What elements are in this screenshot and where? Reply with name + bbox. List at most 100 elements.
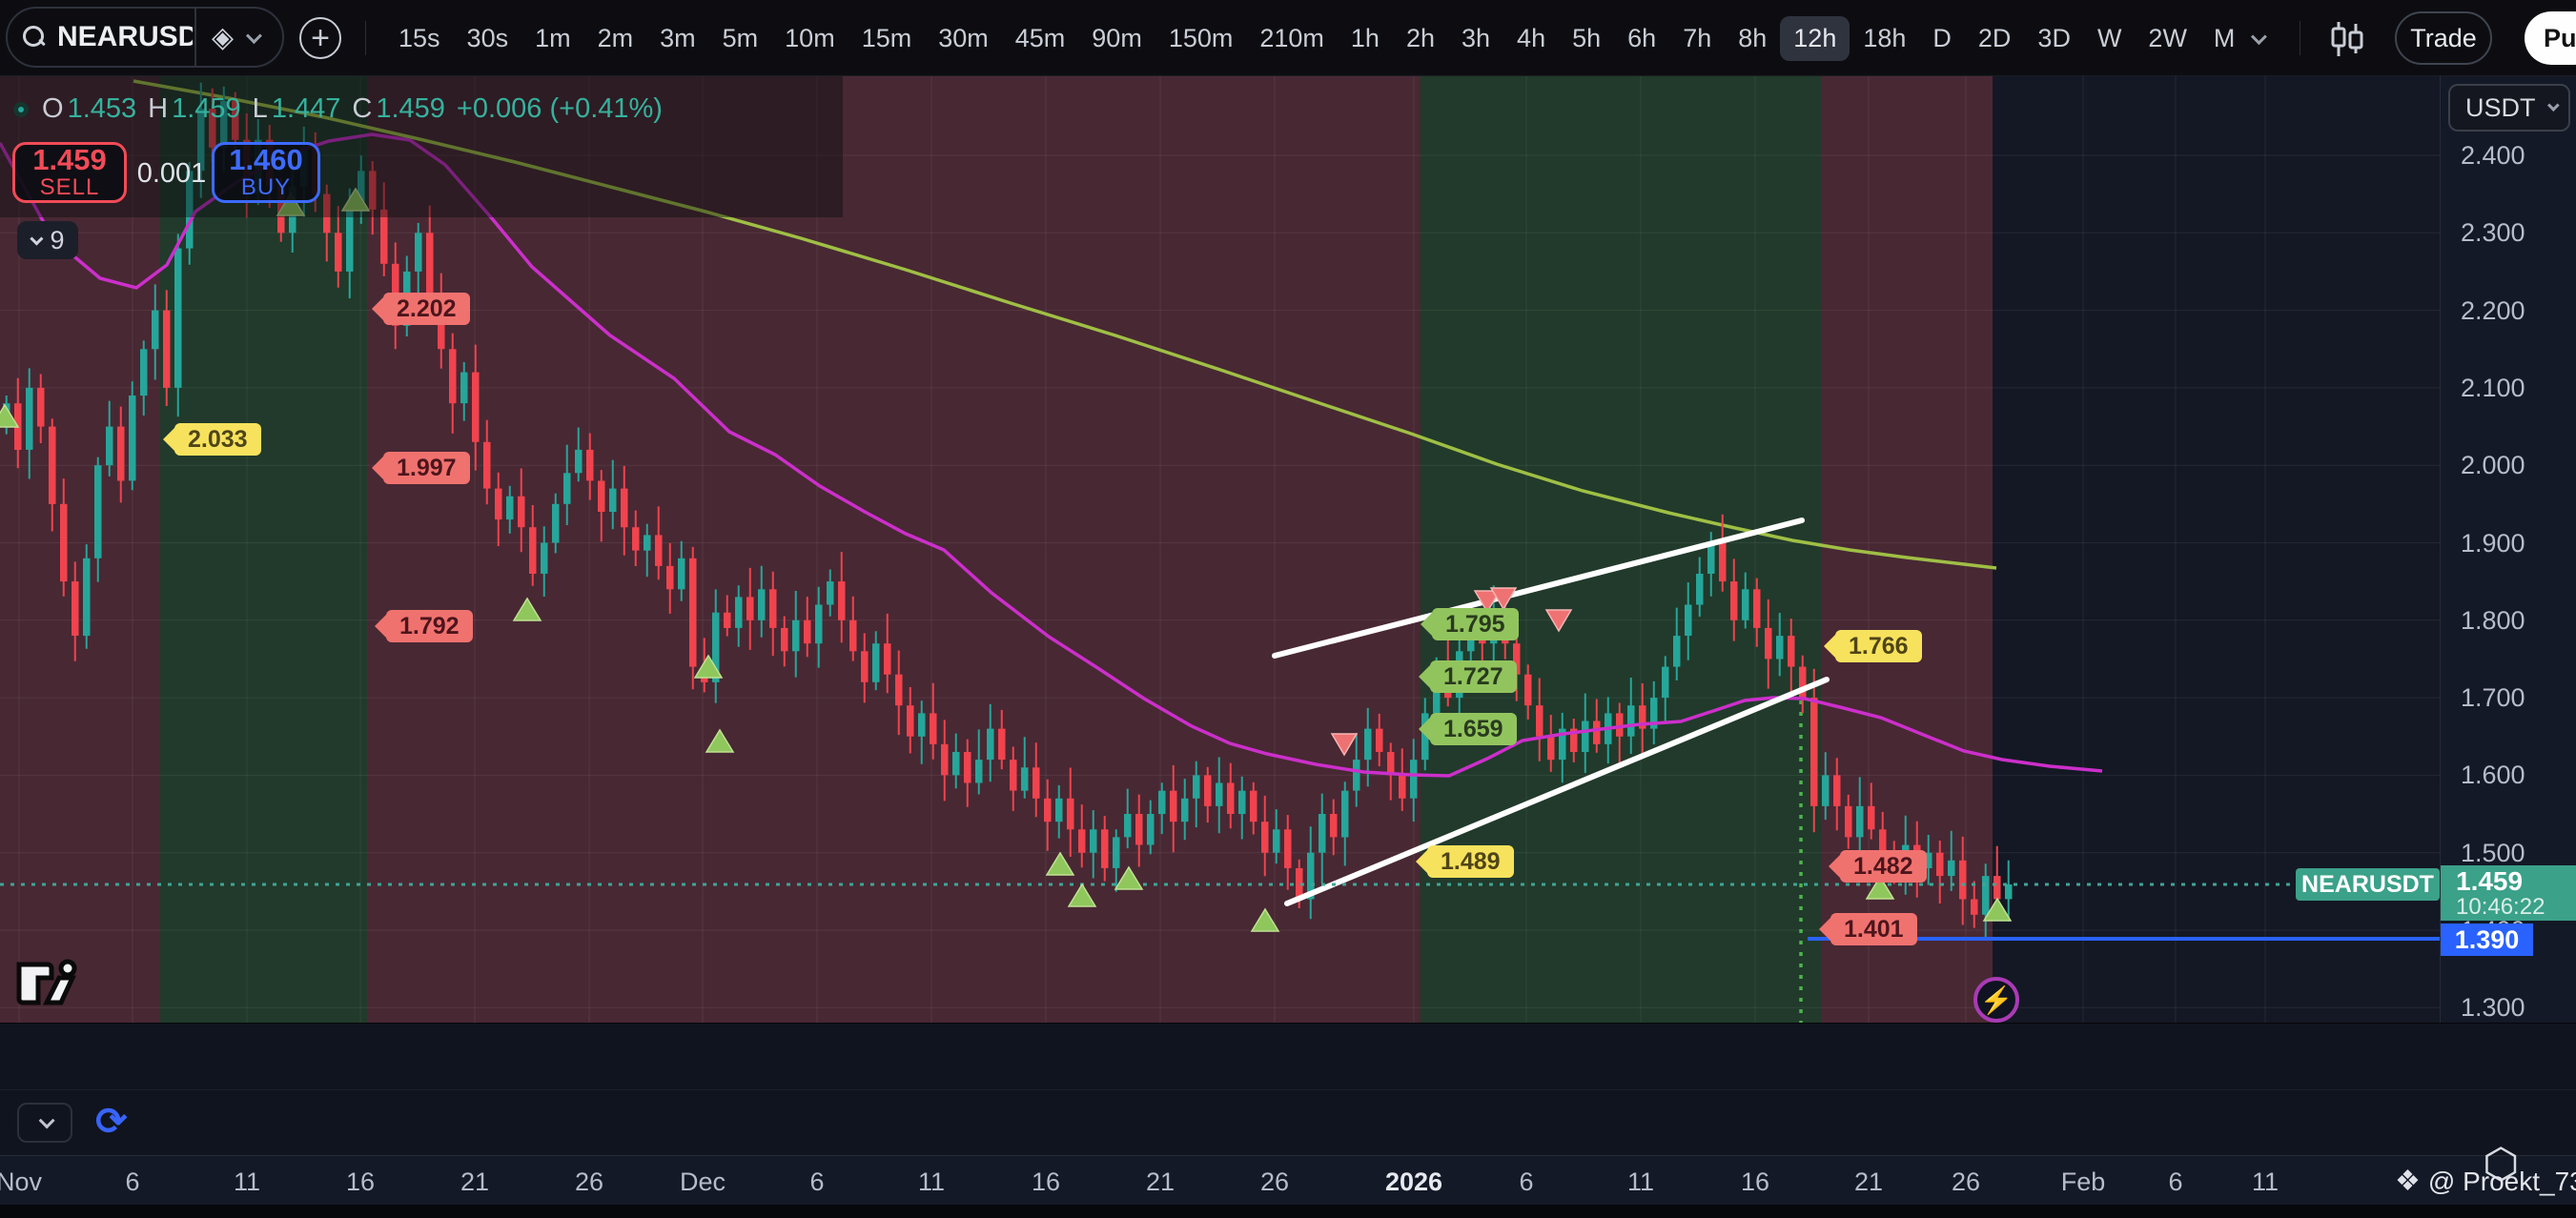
signal-price-tag: 1.482 (1829, 850, 1927, 883)
close-label: C (352, 93, 373, 124)
currency-toggle-button[interactable]: USDT (2448, 84, 2570, 132)
timeframe-15m[interactable]: 15m (861, 23, 912, 52)
sell-price: 1.459 (32, 143, 107, 177)
signal-price-tag: 1.766 (1824, 630, 1922, 662)
timeframe-2W[interactable]: 2W (2148, 23, 2187, 52)
divider (194, 8, 196, 67)
low-value: 1.447 (271, 93, 341, 124)
time-tick: 6 (1519, 1167, 1534, 1196)
signal-price-tag: 1.401 (1819, 913, 1917, 945)
tradingview-logo[interactable] (15, 959, 88, 1006)
buy-button[interactable]: 1.460 BUY (212, 142, 320, 203)
timeframe-30m[interactable]: 30m (938, 23, 989, 52)
timeframe-6h[interactable]: 6h (1627, 23, 1657, 52)
signal-price-tag: 1.489 (1416, 845, 1514, 878)
last-price: 1.459 (2456, 865, 2524, 896)
search-icon (23, 26, 46, 49)
indicator-count: 9 (50, 225, 65, 254)
time-tick: Feb (2060, 1167, 2106, 1196)
sell-button[interactable]: 1.459 SELL (12, 142, 127, 203)
timeframe-12h[interactable]: 12h (1780, 15, 1850, 61)
timeframe-2m[interactable]: 2m (597, 23, 634, 52)
author-handle: @ Proekt_73 (2427, 1166, 2576, 1196)
time-tick: 2026 (1384, 1167, 1443, 1196)
timeframe-4h[interactable]: 4h (1517, 23, 1546, 52)
timeframe-W[interactable]: W (2096, 23, 2122, 52)
time-tick: 11 (1626, 1167, 1655, 1196)
timeframe-2h[interactable]: 2h (1405, 23, 1435, 52)
series-status-dot[interactable] (13, 101, 29, 117)
open-label: O (42, 93, 64, 124)
price-tick: 1.500 (2461, 839, 2525, 867)
signal-price-tag: 2.033 (163, 423, 261, 456)
add-symbol-button[interactable]: + (299, 17, 341, 59)
price-tick: 1.300 (2461, 993, 2525, 1022)
symbol-search-button[interactable]: NEARUSDT ◈ (6, 7, 284, 68)
change-value: +0.006 (+0.41%) (456, 93, 663, 124)
trade-button[interactable]: Trade (2395, 11, 2492, 65)
time-tick: 11 (2251, 1167, 2280, 1196)
chevron-down-icon[interactable] (246, 28, 262, 45)
candlestick-chart[interactable] (0, 76, 2440, 1023)
timeframe-150m[interactable]: 150m (1168, 23, 1234, 52)
symbol-name: NEARUSDT (57, 21, 193, 52)
price-tick: 1.600 (2461, 761, 2525, 789)
time-tick: 11 (917, 1167, 946, 1196)
legend-overlay (0, 76, 843, 217)
timeframe-5h[interactable]: 5h (1572, 23, 1602, 52)
timeframe-1h[interactable]: 1h (1350, 23, 1380, 52)
timeframe-90m[interactable]: 90m (1092, 23, 1142, 52)
timeframe-30s[interactable]: 30s (466, 23, 509, 52)
low-label: L (252, 93, 268, 124)
toolbar-separator (365, 21, 366, 55)
timeframe-D[interactable]: D (1932, 23, 1952, 52)
timeframe-1m[interactable]: 1m (535, 23, 571, 52)
instant-trading-button[interactable]: ⚡ (1973, 977, 2019, 1023)
exchange-gem-icon[interactable]: ◈ (212, 21, 235, 53)
bar-countdown: 10:46:22 (2456, 894, 2545, 921)
timeframe-3D[interactable]: 3D (2037, 23, 2071, 52)
timeframe-7h[interactable]: 7h (1683, 23, 1712, 52)
time-tick: 26 (574, 1167, 604, 1196)
auto-refresh-icon[interactable]: ⟳ (95, 1101, 128, 1143)
price-tick: 2.400 (2461, 141, 2525, 170)
buy-label: BUY (240, 173, 292, 200)
timeframe-10m[interactable]: 10m (785, 23, 835, 52)
timeframe-M[interactable]: M (2213, 23, 2236, 52)
timeframe-15s[interactable]: 15s (399, 23, 440, 52)
timeframe-2D[interactable]: 2D (1977, 23, 2012, 52)
timeframe-45m[interactable]: 45m (1014, 23, 1066, 52)
author-watermark: ❖ @ Proekt_73 (2395, 1165, 2576, 1198)
currency-label: USDT (2465, 92, 2536, 122)
timeframe-18h[interactable]: 18h (1863, 23, 1907, 52)
time-tick: 26 (1951, 1167, 1981, 1196)
price-axis[interactable]: USDT 2.400 2.300 2.200 2.100 2.000 1.900 1.800… (2440, 76, 2576, 1205)
price-tick: 1.700 (2461, 683, 2525, 712)
price-tick: 1.800 (2461, 606, 2525, 635)
chart-type-candles-icon[interactable] (2328, 21, 2366, 57)
price-tick: 2.100 (2461, 374, 2525, 402)
ohlc-legend: O 1.453 H 1.459 L 1.447 C 1.459 +0.006 (+0.4… (13, 93, 663, 125)
timeframe-210m[interactable]: 210m (1259, 23, 1324, 52)
signal-price-tag: 1.727 (1419, 660, 1517, 693)
timeframe-8h[interactable]: 8h (1738, 23, 1768, 52)
publish-button[interactable]: Pu (2525, 11, 2576, 65)
timeframe-3m[interactable]: 3m (660, 23, 696, 52)
alert-price-tag[interactable]: 1.390 (2441, 924, 2533, 956)
chevron-down-icon (30, 232, 44, 246)
time-tick: 21 (1853, 1167, 1884, 1196)
time-tick: 26 (1259, 1167, 1290, 1196)
pane-collapse-button[interactable] (17, 1103, 72, 1143)
spread-value: 0.001 (136, 158, 207, 189)
bottom-pane: ⟳ (0, 1023, 2576, 1155)
time-tick: 16 (1740, 1167, 1770, 1196)
current-symbol-tag: NEARUSDT (2296, 868, 2440, 901)
chevron-down-icon[interactable] (2251, 29, 2268, 46)
sell-label: SELL (39, 173, 100, 200)
timeframe-3h[interactable]: 3h (1462, 23, 1491, 52)
timeframe-5m[interactable]: 5m (722, 23, 759, 52)
time-axis[interactable]: Nov 6 11 16 21 26 Dec 6 11 16 21 26 2026 6 11 16 21 26 Feb… (0, 1155, 2576, 1205)
timeframe-row: 15s 30s 1m 2m 3m 5m 10m 15m 30m 45m 90m 150m 210m 1h 2… (385, 0, 2269, 76)
indicators-collapse-widget[interactable]: 9 (17, 221, 78, 259)
